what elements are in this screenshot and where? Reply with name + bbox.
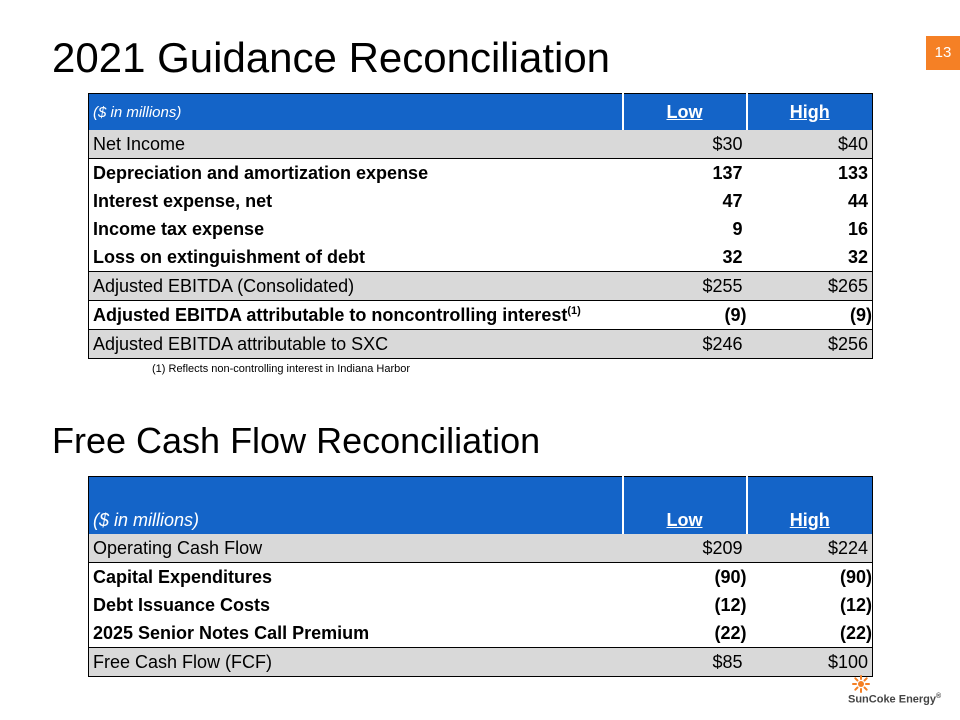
table-row: Adjusted EBITDA (Consolidated) $255 $265	[88, 271, 873, 301]
row-label: Adjusted EBITDA (Consolidated)	[88, 271, 623, 301]
table-row: Interest expense, net 47 44	[89, 187, 873, 215]
table-header-row: ($ in millions) Low High	[88, 476, 873, 534]
table-row: Loss on extinguishment of debt 32 32	[89, 243, 873, 272]
high-value: $100	[746, 647, 873, 677]
row-label-text: Adjusted EBITDA attributable to noncontr…	[93, 304, 568, 325]
high-value: (22)	[839, 622, 872, 643]
table-row: 2025 Senior Notes Call Premium (22) (22)	[89, 619, 873, 648]
table-row: Income tax expense 9 16	[89, 215, 873, 243]
table-row: Net Income $30 $40	[88, 130, 873, 159]
guidance-reconciliation-table: ($ in millions) Low High Net Income $30 …	[88, 93, 873, 359]
footnote: (1) Reflects non-controlling interest in…	[152, 363, 411, 375]
high-value: $256	[746, 329, 873, 359]
low-value: $209	[622, 534, 747, 563]
high-value: (9)	[746, 300, 873, 330]
units-label: ($ in millions)	[88, 476, 623, 534]
low-value: (9)	[622, 300, 747, 330]
low-value: 137	[622, 158, 747, 187]
high-value: 44	[847, 190, 868, 211]
high-value: $224	[746, 534, 873, 563]
logo-text: SunCoke Energy®	[848, 693, 941, 706]
low-value: (90)	[622, 562, 747, 591]
table-row: Adjusted EBITDA attributable to SXC $246…	[88, 329, 873, 359]
row-label: Loss on extinguishment of debt	[93, 246, 366, 267]
units-label: ($ in millions)	[88, 93, 623, 130]
table-row: Free Cash Flow (FCF) $85 $100	[88, 647, 873, 677]
low-value: 9	[732, 218, 743, 239]
row-label: Debt Issuance Costs	[93, 594, 271, 615]
low-value: $255	[622, 271, 747, 301]
low-value: $85	[622, 647, 747, 677]
fcf-reconciliation-table: ($ in millions) Low High Operating Cash …	[88, 476, 873, 677]
table-row: Depreciation and amortization expense 13…	[88, 158, 873, 187]
table-row: Adjusted EBITDA attributable to noncontr…	[88, 300, 873, 330]
high-value: $40	[746, 130, 873, 159]
high-column-header: High	[745, 476, 873, 534]
high-value: $265	[746, 271, 873, 301]
high-value: (12)	[839, 594, 872, 615]
footnote-marker: (1)	[567, 304, 581, 317]
page-title: 2021 Guidance Reconciliation	[52, 34, 611, 81]
table-row: Capital Expenditures (90) (90)	[88, 562, 873, 591]
high-column-header: High	[745, 93, 873, 130]
table-row: Debt Issuance Costs (12) (12)	[89, 591, 873, 619]
low-value: (12)	[714, 594, 747, 615]
logo-wordmark: SunCoke Energy	[848, 693, 937, 706]
row-label: Net Income	[88, 130, 623, 159]
low-value: $30	[622, 130, 747, 159]
sun-icon	[852, 675, 870, 693]
low-column-header: Low	[621, 93, 747, 130]
low-column-header: Low	[621, 476, 747, 534]
table-header-row: ($ in millions) Low High	[88, 93, 873, 130]
page-number-badge: 13	[926, 36, 960, 70]
suncoke-logo	[852, 675, 870, 693]
high-value: (90)	[746, 562, 873, 591]
row-label: Depreciation and amortization expense	[88, 158, 623, 187]
row-label: Free Cash Flow (FCF)	[88, 647, 623, 677]
row-label: 2025 Senior Notes Call Premium	[93, 622, 370, 643]
high-value: 32	[847, 246, 868, 267]
table-row: Operating Cash Flow $209 $224	[88, 534, 873, 563]
low-value: 32	[722, 246, 743, 267]
row-label: Capital Expenditures	[88, 562, 623, 591]
row-label: Income tax expense	[93, 218, 265, 239]
row-label: Operating Cash Flow	[88, 534, 623, 563]
row-label: Adjusted EBITDA attributable to noncontr…	[88, 300, 623, 330]
row-label: Interest expense, net	[93, 190, 273, 211]
low-value: (22)	[714, 622, 747, 643]
low-value: 47	[722, 190, 743, 211]
high-value: 16	[847, 218, 868, 239]
registered-mark: ®	[936, 693, 942, 700]
low-value: $246	[622, 329, 747, 359]
row-label: Adjusted EBITDA attributable to SXC	[88, 329, 623, 359]
high-value: 133	[746, 158, 873, 187]
section-title: Free Cash Flow Reconciliation	[52, 420, 541, 461]
